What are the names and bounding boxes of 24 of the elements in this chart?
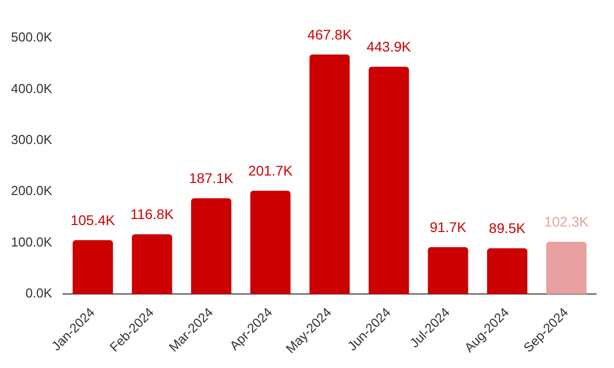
data-label: 105.4K (70, 212, 116, 228)
bar (487, 248, 528, 294)
y-tick-label: 100.0K (11, 234, 53, 250)
bar (250, 190, 291, 294)
y-tick-label: 300.0K (11, 132, 53, 148)
data-label: 187.1K (189, 170, 234, 186)
bar (309, 54, 350, 294)
data-label: 102.3K (544, 214, 590, 230)
data-label: 91.7K (430, 218, 467, 235)
bar (132, 234, 172, 294)
bar (546, 242, 587, 294)
data-label: 116.8K (130, 206, 174, 222)
bar (72, 240, 113, 294)
y-tick-label: 500.0K (11, 30, 53, 45)
bar (428, 247, 468, 294)
data-label: 443.9K (366, 38, 412, 55)
bar (368, 66, 409, 294)
y-tick-label: 0.0K (25, 286, 53, 301)
data-label: 89.5K (488, 220, 526, 236)
bar (191, 198, 232, 294)
y-tick-label: 200.0K (11, 183, 53, 198)
y-tick-label: 400.0K (11, 80, 53, 96)
data-label: 201.7K (248, 162, 294, 179)
data-label: 467.8K (307, 26, 352, 42)
